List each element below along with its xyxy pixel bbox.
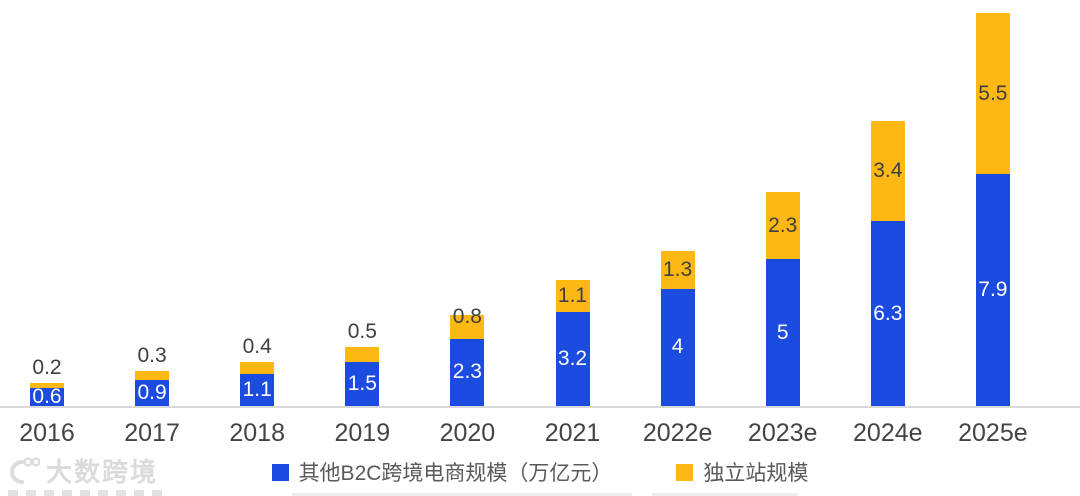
value-label-blue: 4 — [671, 335, 684, 359]
legend-label: 其他B2C跨境电商规模（万亿元） — [298, 462, 613, 485]
legend-item-independent-site: 独立站规模 — [676, 457, 808, 487]
legend-item-b2c: 其他B2C跨境电商规模（万亿元） — [271, 457, 613, 487]
value-label-blue: 6.3 — [873, 301, 903, 325]
x-tick-label: 2016 — [19, 419, 75, 447]
value-label-blue: 2.3 — [452, 360, 482, 384]
bar-segment-blue — [870, 221, 905, 406]
x-tick-label: 2022e — [642, 419, 713, 447]
value-label-yellow: 2.3 — [768, 213, 798, 237]
bar-segment-yellow — [555, 279, 590, 313]
bar-segment-blue — [345, 362, 380, 406]
bar-segment-blue — [660, 288, 695, 406]
value-label-yellow: 0.4 — [242, 335, 272, 358]
legend: 其他B2C跨境电商规模（万亿元） 独立站规模 — [0, 457, 1080, 487]
clipped-text-strip — [652, 493, 798, 496]
watermark: 大数跨境 — [6, 452, 158, 489]
bar-segment-yellow — [765, 191, 800, 260]
value-label-yellow: 1.1 — [557, 284, 588, 307]
bar-segment-yellow — [870, 121, 905, 222]
bar-segment-yellow — [240, 362, 275, 374]
value-label-blue: 3.2 — [557, 347, 588, 371]
x-axis-line — [0, 406, 1080, 408]
value-label-blue: 0.9 — [137, 380, 167, 404]
legend-swatch-yellow-icon — [676, 463, 694, 481]
bar-segment-blue — [555, 312, 590, 406]
x-tick-label: 2017 — [124, 419, 180, 447]
x-tick-label: 2019 — [334, 419, 391, 447]
bar-segment-blue — [975, 174, 1010, 406]
x-tick-label: 2021 — [544, 419, 601, 447]
bar-segment-yellow — [345, 347, 380, 362]
bar-segment-yellow — [660, 250, 695, 289]
x-tick-label: 2020 — [439, 419, 496, 447]
legend-swatch-blue-icon — [271, 463, 289, 481]
value-label-yellow: 0.2 — [32, 355, 62, 379]
bar-segment-yellow — [975, 12, 1010, 175]
x-tick-label: 2024e — [853, 419, 923, 447]
x-tick-label: 2018 — [229, 419, 285, 447]
bar-segment-blue — [135, 379, 170, 406]
brand-logo-icon — [10, 456, 40, 484]
value-label-blue: 0.6 — [32, 385, 62, 409]
bar-segment-yellow — [450, 315, 485, 339]
legend-label: 独立站规模 — [703, 462, 809, 485]
value-label-blue: 1.5 — [347, 372, 377, 395]
bar-segment-blue — [240, 373, 275, 406]
x-tick-label: 2023e — [747, 419, 818, 447]
watermark-tagline-clipped — [8, 490, 168, 496]
value-label-yellow: 1.3 — [662, 257, 693, 281]
value-label-blue: 7.9 — [978, 278, 1008, 302]
clipped-text-strip — [292, 493, 632, 496]
bar-segment-yellow — [135, 370, 170, 380]
value-label-blue: 5 — [776, 320, 789, 344]
value-label-yellow: 0.3 — [137, 343, 167, 367]
bar-segment-blue — [30, 388, 64, 406]
bar-segment-blue — [765, 259, 800, 406]
x-tick-label: 2025e — [958, 419, 1028, 447]
watermark-brand-text: 大数跨境 — [46, 457, 159, 487]
value-label-yellow: 0.8 — [452, 305, 482, 329]
bar-segment-yellow — [30, 382, 64, 389]
value-label-blue: 1.1 — [242, 377, 272, 401]
bar-segment-blue — [450, 338, 485, 406]
value-label-yellow: 5.5 — [978, 81, 1008, 105]
value-label-yellow: 3.4 — [873, 159, 903, 183]
value-label-yellow: 0.5 — [347, 320, 377, 344]
